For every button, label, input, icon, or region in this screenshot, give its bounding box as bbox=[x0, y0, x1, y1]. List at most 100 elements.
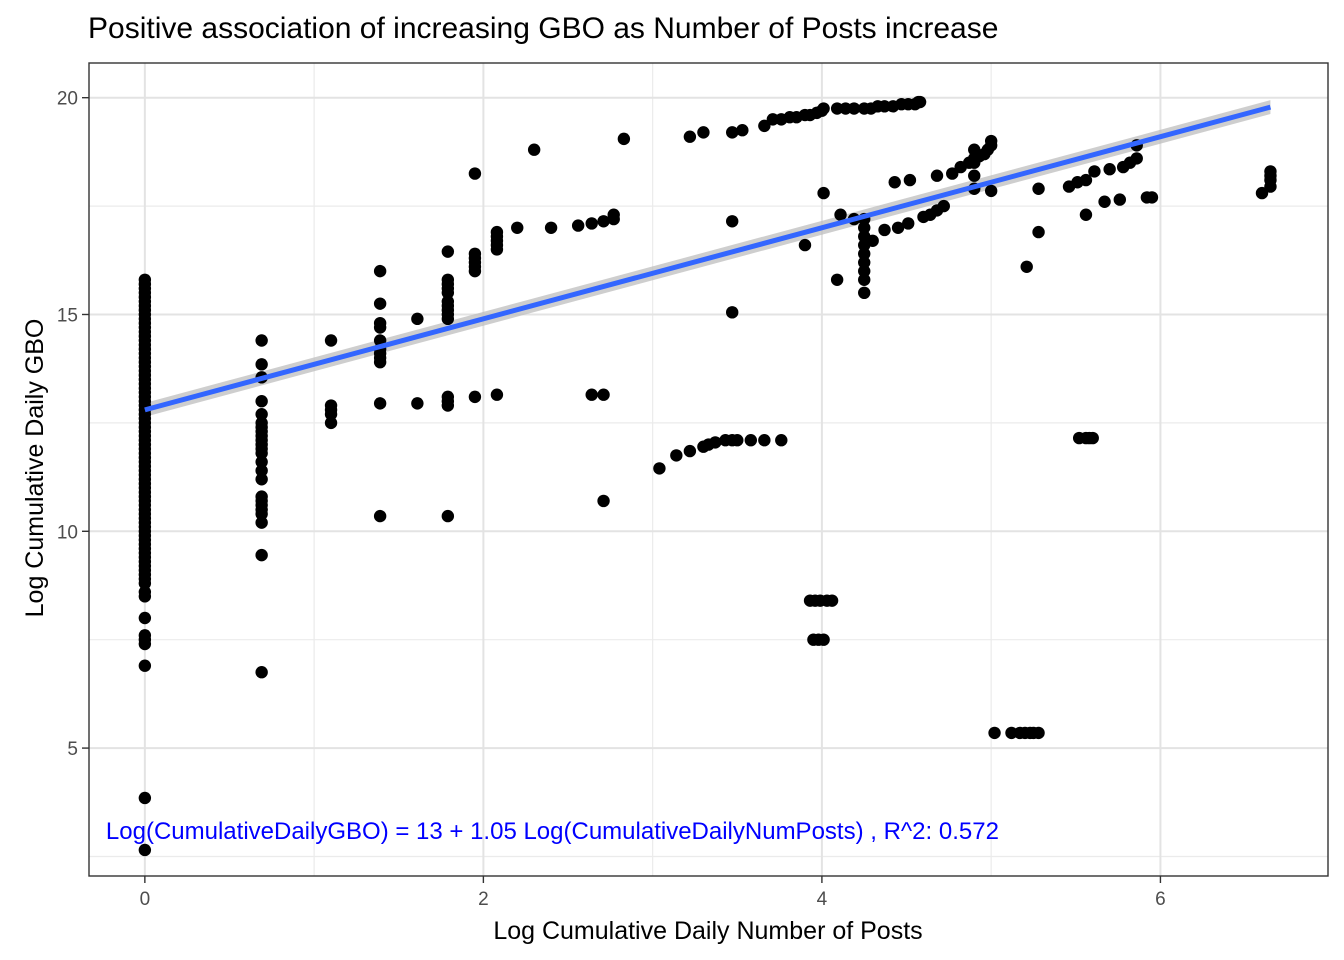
data-point bbox=[834, 208, 847, 221]
x-tick-label: 2 bbox=[478, 889, 489, 910]
data-point bbox=[858, 264, 871, 278]
data-point bbox=[255, 358, 268, 371]
data-point bbox=[324, 416, 338, 430]
regression-annotation: Log(CumulativeDailyGBO) = 13 + 1.05 Log(… bbox=[106, 818, 999, 845]
data-point bbox=[441, 245, 455, 258]
data-point bbox=[878, 223, 891, 237]
data-point bbox=[255, 666, 268, 679]
y-axis-title: Log Cumulative Daily GBO bbox=[21, 319, 49, 618]
data-point bbox=[830, 273, 844, 286]
data-point bbox=[255, 395, 268, 408]
data-point bbox=[817, 633, 830, 646]
data-point bbox=[373, 355, 387, 369]
data-point bbox=[373, 397, 387, 410]
data-point bbox=[571, 219, 585, 232]
data-point bbox=[585, 388, 598, 401]
axis-ticks: 0 2 4 6 5 10 15 20 bbox=[57, 89, 1166, 910]
data-point bbox=[1255, 186, 1269, 200]
data-point bbox=[255, 334, 268, 347]
data-point bbox=[1079, 208, 1093, 221]
data-point bbox=[858, 247, 871, 260]
data-point bbox=[324, 408, 338, 421]
data-point bbox=[468, 390, 482, 404]
points-layer bbox=[138, 95, 1277, 857]
data-point bbox=[255, 464, 268, 477]
data-point bbox=[138, 659, 152, 672]
data-point bbox=[775, 434, 788, 447]
data-point bbox=[866, 234, 879, 247]
x-tick-label: 6 bbox=[1155, 889, 1166, 910]
data-point bbox=[968, 169, 981, 182]
data-point bbox=[825, 594, 839, 607]
data-point bbox=[913, 95, 927, 109]
data-point bbox=[1145, 191, 1159, 204]
grid bbox=[89, 63, 1328, 876]
data-point bbox=[441, 286, 455, 300]
x-tick-label: 0 bbox=[140, 889, 151, 910]
data-point bbox=[697, 126, 710, 139]
data-point bbox=[984, 184, 998, 198]
data-point bbox=[902, 217, 915, 230]
data-point bbox=[758, 119, 771, 133]
data-point bbox=[930, 169, 944, 182]
data-point bbox=[847, 102, 861, 115]
data-point bbox=[373, 264, 387, 278]
data-point bbox=[527, 143, 541, 156]
data-point bbox=[731, 434, 744, 447]
data-point bbox=[858, 256, 871, 269]
y-tick-label: 15 bbox=[57, 305, 78, 326]
x-axis-title: Log Cumulative Daily Number of Posts bbox=[493, 917, 922, 945]
data-point bbox=[891, 221, 905, 234]
data-point bbox=[744, 434, 758, 447]
data-point bbox=[903, 173, 917, 187]
data-point bbox=[968, 156, 981, 169]
data-point bbox=[670, 449, 683, 462]
x-tick-label: 4 bbox=[817, 889, 828, 910]
data-point bbox=[411, 397, 424, 410]
data-point bbox=[441, 399, 455, 412]
data-point bbox=[441, 312, 455, 326]
data-point bbox=[709, 436, 722, 449]
data-point bbox=[1032, 182, 1045, 195]
chart-title: Positive association of increasing GBO a… bbox=[88, 12, 998, 45]
data-point bbox=[255, 516, 268, 529]
data-point bbox=[585, 217, 598, 230]
data-point bbox=[817, 102, 830, 115]
data-point bbox=[725, 215, 739, 228]
data-point bbox=[758, 434, 771, 447]
data-point bbox=[968, 143, 981, 156]
data-point bbox=[1020, 260, 1033, 273]
data-point bbox=[255, 455, 268, 469]
data-point bbox=[1264, 165, 1277, 178]
data-point bbox=[1113, 193, 1127, 206]
data-point bbox=[725, 306, 739, 319]
data-point bbox=[255, 447, 268, 460]
data-point bbox=[858, 221, 871, 234]
data-point bbox=[468, 264, 482, 278]
data-point bbox=[597, 494, 610, 508]
data-point bbox=[373, 509, 387, 523]
data-point bbox=[255, 408, 268, 421]
data-point bbox=[511, 221, 524, 234]
data-point bbox=[441, 509, 455, 523]
data-point bbox=[411, 312, 424, 326]
data-point bbox=[607, 208, 620, 221]
data-point bbox=[138, 590, 152, 603]
data-point bbox=[1130, 152, 1143, 165]
data-point bbox=[858, 273, 871, 286]
data-point bbox=[255, 507, 268, 521]
data-point bbox=[817, 186, 830, 200]
data-point bbox=[1032, 726, 1045, 740]
data-point bbox=[1103, 163, 1116, 176]
data-point bbox=[138, 611, 152, 625]
data-point bbox=[937, 199, 950, 213]
y-tick-label: 10 bbox=[57, 522, 78, 543]
regression-line bbox=[144, 104, 1272, 413]
data-point bbox=[490, 243, 504, 256]
data-point bbox=[1098, 195, 1111, 208]
data-point bbox=[1086, 431, 1099, 445]
data-point bbox=[544, 221, 558, 234]
data-point bbox=[946, 167, 959, 180]
